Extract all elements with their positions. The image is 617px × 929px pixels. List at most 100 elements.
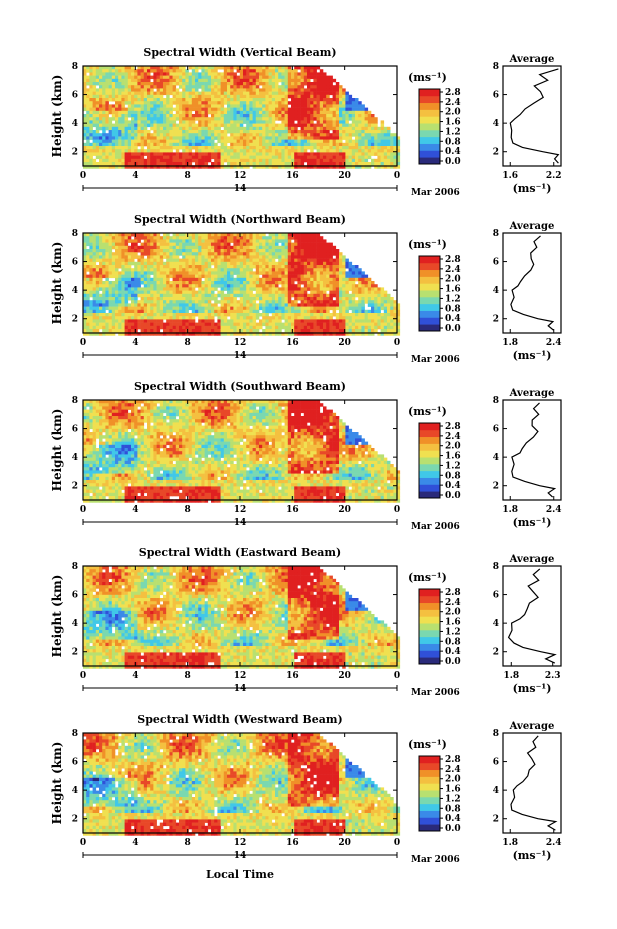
colorbar-tick-label: 1.6	[445, 618, 461, 628]
colorbar-tick-label: 0.4	[445, 814, 461, 824]
x-tick-label: 0	[394, 838, 400, 848]
colorbar-tick-label: 0.0	[445, 657, 461, 667]
colorbar-tick-label: 0.8	[445, 137, 461, 147]
colorbar-unit: (ms⁻¹)	[408, 738, 447, 751]
avg-y-tick-label: 4	[493, 619, 499, 629]
colorbar-swatch	[419, 116, 440, 124]
heatmap-cells	[83, 66, 401, 169]
x-tick-label: 20	[338, 338, 351, 348]
colorbar-tick-label: 2.4	[445, 432, 461, 442]
avg-y-tick-label: 2	[493, 482, 499, 492]
colorbar-swatch	[419, 296, 440, 305]
colorbar-swatch	[419, 616, 440, 624]
colorbar-tick-label: 2.0	[445, 275, 461, 285]
avg-profile-line	[507, 568, 557, 664]
x-tick-label: 12	[234, 171, 247, 181]
avg-y-tick-label: 4	[493, 119, 499, 129]
x-axis-label: Local Time	[206, 868, 274, 881]
avg-y-tick-label: 8	[493, 229, 499, 239]
avg-y-tick-label: 8	[493, 562, 499, 572]
avg-y-tick-label: 8	[493, 729, 499, 739]
colorbar-tick-label: 2.8	[445, 255, 461, 265]
x-tick-label: 8	[185, 505, 191, 515]
avg-profile-line	[511, 402, 557, 498]
avg-unit-label: (ms⁻¹)	[513, 349, 552, 362]
colorbar-unit: (ms⁻¹)	[408, 405, 447, 418]
colorbar-tick-label: 1.6	[445, 785, 461, 795]
avg-x-tick-label: 2.2	[546, 171, 562, 181]
avg-unit-label: (ms⁻¹)	[513, 682, 552, 695]
day-label: 14	[234, 518, 247, 528]
colorbar-swatch	[419, 89, 440, 97]
avg-unit-label: (ms⁻¹)	[513, 516, 552, 529]
colorbar-tick-label: 0.4	[445, 647, 461, 657]
colorbar: 2.82.42.01.61.20.80.40.0	[418, 588, 461, 667]
x-tick-label: 0	[394, 671, 400, 681]
x-tick-label: 0	[394, 505, 400, 515]
colorbar-swatch	[419, 150, 440, 158]
avg-y-tick-label: 4	[493, 453, 499, 463]
colorbar-tick-label: 1.2	[445, 627, 461, 637]
y-tick-label: 6	[72, 591, 78, 601]
colorbar-tick-label: 1.6	[445, 452, 461, 462]
colorbar-swatch	[419, 589, 440, 597]
colorbar-unit: (ms⁻¹)	[408, 571, 447, 584]
y-axis-label: Height (km)	[50, 742, 64, 825]
colorbar-swatch	[419, 803, 440, 811]
avg-y-tick-label: 4	[493, 286, 499, 296]
avg-y-tick-label: 6	[493, 425, 499, 435]
colorbar-unit: (ms⁻¹)	[408, 71, 447, 84]
colorbar-tick-label: 0.4	[445, 147, 461, 157]
month-label: Mar 2006	[411, 355, 460, 365]
avg-x-tick-label: 1.8	[503, 671, 519, 681]
colorbar-swatch	[419, 256, 440, 264]
colorbar-swatch	[419, 657, 440, 665]
colorbar-swatch	[419, 443, 440, 451]
x-tick-label: 12	[234, 838, 247, 848]
colorbar-swatch	[419, 262, 440, 271]
colorbar-swatch	[419, 776, 440, 784]
colorbar-swatch	[419, 762, 440, 771]
x-tick-label: 0	[80, 338, 86, 348]
heatmap-cells	[83, 233, 401, 336]
colorbar-tick-label: 1.2	[445, 461, 461, 471]
colorbar-swatch	[419, 276, 440, 284]
colorbar-tick-label: 2.8	[445, 588, 461, 598]
colorbar-swatch	[419, 463, 440, 472]
avg-profile-line	[509, 68, 560, 164]
y-tick-label: 8	[72, 62, 78, 72]
month-label: Mar 2006	[411, 522, 460, 532]
panel-title: Spectral Width (Northward Beam)	[134, 213, 346, 226]
avg-title: Average	[509, 721, 555, 732]
panel-title: Spectral Width (Westward Beam)	[137, 713, 342, 726]
y-tick-label: 6	[72, 91, 78, 101]
panel-title: Spectral Width (Vertical Beam)	[143, 46, 336, 59]
avg-y-tick-label: 2	[493, 148, 499, 158]
avg-y-tick-label: 6	[493, 258, 499, 268]
colorbar-swatch	[419, 95, 440, 104]
x-tick-label: 0	[394, 171, 400, 181]
y-tick-label: 4	[72, 786, 78, 796]
colorbar-swatch	[419, 283, 440, 291]
colorbar-swatch	[419, 324, 440, 332]
x-tick-label: 20	[338, 505, 351, 515]
avg-y-tick-label: 8	[493, 62, 499, 72]
colorbar-swatch	[419, 109, 440, 117]
colorbar-tick-label: 0.8	[445, 804, 461, 814]
colorbar-tick-label: 2.0	[445, 442, 461, 452]
x-tick-label: 0	[80, 671, 86, 681]
colorbar-tick-label: 0.4	[445, 314, 461, 324]
colorbar: 2.82.42.01.61.20.80.40.0	[418, 755, 461, 834]
avg-x-tick-label: 2.4	[546, 505, 562, 515]
month-label: Mar 2006	[411, 188, 460, 198]
avg-title: Average	[509, 554, 555, 565]
avg-x-tick-label: 2.3	[545, 671, 561, 681]
month-label: Mar 2006	[411, 855, 460, 865]
colorbar-tick-label: 1.2	[445, 294, 461, 304]
avg-y-tick-label: 6	[493, 591, 499, 601]
avg-frame	[502, 565, 562, 667]
avg-x-tick-label: 1.8	[502, 505, 518, 515]
colorbar-tick-label: 0.0	[445, 824, 461, 834]
colorbar-tick-label: 1.2	[445, 127, 461, 137]
panel-2: Spectral Width (Northward Beam)0 4 8 12 16 20…	[50, 213, 562, 365]
